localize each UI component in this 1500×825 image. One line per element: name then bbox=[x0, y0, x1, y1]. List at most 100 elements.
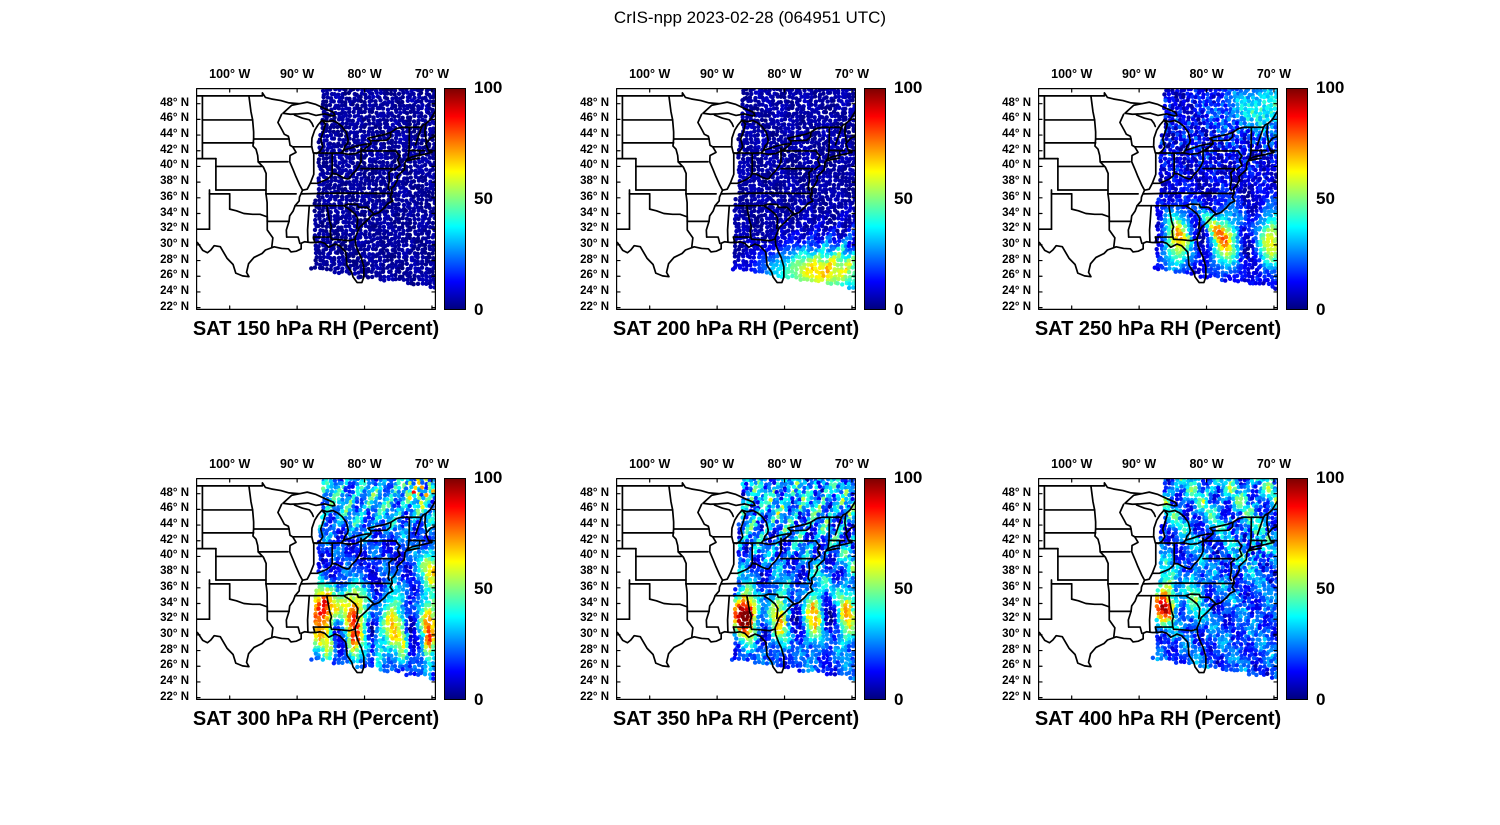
panel-caption: SAT 400 hPa RH (Percent) bbox=[1034, 708, 1282, 730]
lat-tick-label: 36° N bbox=[160, 190, 189, 203]
lat-tick-label: 40° N bbox=[160, 159, 189, 172]
colorbar-tick-label: 100 bbox=[894, 78, 923, 97]
panel-350hpa: 100° W 90° W 80° W 70° W 48° N 46° N 44° N 42° … bbox=[546, 438, 946, 748]
lon-tick-label: 90° W bbox=[700, 67, 735, 81]
lat-tick-label: 30° N bbox=[580, 627, 609, 640]
colorbar-tick-label: 50 bbox=[1316, 579, 1335, 598]
lon-tick-label: 80° W bbox=[1189, 67, 1224, 81]
colorbar-tick-label: 50 bbox=[474, 579, 493, 598]
lat-tick-label: 34° N bbox=[160, 596, 189, 609]
lat-tick-label: 24° N bbox=[1002, 674, 1031, 687]
lat-tick-label: 48° N bbox=[580, 486, 609, 499]
panel-200hpa: 100° W 90° W 80° W 70° W 48° N 46° N 44° N 42° … bbox=[546, 48, 946, 358]
lat-tick-label: 30° N bbox=[160, 237, 189, 250]
panel-400hpa: 100° W 90° W 80° W 70° W 48° N 46° N 44° N 42° … bbox=[968, 438, 1368, 748]
lat-tick-label: 44° N bbox=[160, 518, 189, 531]
lat-tick-label: 32° N bbox=[160, 612, 189, 625]
map-canvas-250 bbox=[1038, 88, 1278, 310]
colorbar bbox=[444, 88, 466, 310]
lon-tick-label: 70° W bbox=[834, 67, 870, 81]
lon-tick-label: 70° W bbox=[414, 457, 450, 471]
lat-tick-label: 38° N bbox=[1002, 175, 1031, 188]
lat-tick-label: 42° N bbox=[580, 533, 609, 546]
map-canvas-200 bbox=[616, 88, 856, 310]
lat-tick-label: 46° N bbox=[1002, 502, 1031, 515]
lat-tick-label: 32° N bbox=[1002, 222, 1031, 235]
lon-tick-label: 100° W bbox=[629, 67, 671, 81]
lon-tick-label: 100° W bbox=[209, 457, 251, 471]
lat-tick-label: 28° N bbox=[580, 253, 609, 266]
lat-tick-label: 26° N bbox=[160, 659, 189, 672]
colorbar-tick-label: 0 bbox=[474, 300, 484, 319]
lat-tick-label: 24° N bbox=[580, 284, 609, 297]
colorbar bbox=[1286, 88, 1308, 310]
colorbar bbox=[444, 478, 466, 700]
panel-250hpa: 100° W 90° W 80° W 70° W 48° N 46° N 44° N 42° … bbox=[968, 48, 1368, 358]
lon-tick-label: 70° W bbox=[1256, 457, 1292, 471]
lat-tick-label: 44° N bbox=[160, 128, 189, 141]
lat-tick-label: 46° N bbox=[1002, 112, 1031, 125]
colorbar bbox=[864, 88, 886, 310]
lat-tick-label: 40° N bbox=[1002, 159, 1031, 172]
lat-tick-label: 22° N bbox=[160, 300, 189, 313]
lat-tick-label: 48° N bbox=[160, 96, 189, 109]
lat-tick-label: 40° N bbox=[580, 549, 609, 562]
lon-tick-label: 100° W bbox=[1051, 67, 1093, 81]
panel-300hpa: 100° W 90° W 80° W 70° W 48° N 46° N 44° N 42° … bbox=[126, 438, 526, 748]
lat-tick-label: 48° N bbox=[160, 486, 189, 499]
lat-tick-label: 26° N bbox=[1002, 659, 1031, 672]
lon-tick-label: 80° W bbox=[347, 67, 382, 81]
panel-caption: SAT 200 hPa RH (Percent) bbox=[612, 318, 860, 340]
colorbar-tick-label: 0 bbox=[474, 690, 484, 709]
lat-tick-label: 42° N bbox=[160, 143, 189, 156]
map-canvas-350 bbox=[616, 478, 856, 700]
lat-tick-label: 30° N bbox=[1002, 627, 1031, 640]
lat-tick-label: 24° N bbox=[1002, 284, 1031, 297]
lat-tick-label: 22° N bbox=[1002, 690, 1031, 703]
colorbar bbox=[1286, 478, 1308, 700]
colorbar-tick-label: 0 bbox=[1316, 300, 1326, 319]
lat-tick-label: 44° N bbox=[580, 518, 609, 531]
lon-tick-label: 90° W bbox=[700, 457, 735, 471]
colorbar-tick-label: 0 bbox=[894, 300, 904, 319]
colorbar-tick-label: 50 bbox=[894, 579, 913, 598]
lat-tick-label: 22° N bbox=[580, 300, 609, 313]
lon-tick-label: 70° W bbox=[834, 457, 870, 471]
lat-tick-label: 44° N bbox=[580, 128, 609, 141]
lat-tick-label: 46° N bbox=[160, 502, 189, 515]
lon-tick-label: 100° W bbox=[629, 457, 671, 471]
lon-tick-label: 70° W bbox=[414, 67, 450, 81]
lat-tick-label: 48° N bbox=[580, 96, 609, 109]
figure-title: CrIS-npp 2023-02-28 (064951 UTC) bbox=[613, 8, 887, 27]
lat-tick-label: 28° N bbox=[160, 643, 189, 656]
lat-tick-label: 30° N bbox=[1002, 237, 1031, 250]
lat-tick-label: 40° N bbox=[580, 159, 609, 172]
lat-tick-label: 24° N bbox=[580, 674, 609, 687]
lon-tick-label: 80° W bbox=[347, 457, 382, 471]
lat-tick-label: 42° N bbox=[160, 533, 189, 546]
colorbar-tick-label: 50 bbox=[1316, 189, 1335, 208]
lat-tick-label: 42° N bbox=[580, 143, 609, 156]
lat-tick-label: 38° N bbox=[160, 565, 189, 578]
lat-tick-label: 26° N bbox=[160, 269, 189, 282]
lat-tick-label: 42° N bbox=[1002, 143, 1031, 156]
lat-tick-label: 36° N bbox=[580, 580, 609, 593]
colorbar-tick-label: 100 bbox=[1316, 468, 1345, 487]
panel-caption: SAT 250 hPa RH (Percent) bbox=[1034, 318, 1282, 340]
lat-tick-label: 22° N bbox=[1002, 300, 1031, 313]
lat-tick-label: 34° N bbox=[160, 206, 189, 219]
colorbar bbox=[864, 478, 886, 700]
colorbar-tick-label: 100 bbox=[474, 78, 503, 97]
lat-tick-label: 38° N bbox=[580, 565, 609, 578]
panel-150hpa: 100° W 90° W 80° W 70° W 48° N 46° N 44° N 42° … bbox=[126, 48, 526, 358]
lat-tick-label: 28° N bbox=[1002, 643, 1031, 656]
lon-tick-label: 90° W bbox=[1122, 67, 1157, 81]
lat-tick-label: 30° N bbox=[580, 237, 609, 250]
lon-tick-label: 80° W bbox=[767, 67, 802, 81]
lat-tick-label: 38° N bbox=[160, 175, 189, 188]
colorbar-tick-label: 50 bbox=[474, 189, 493, 208]
lat-tick-label: 42° N bbox=[1002, 533, 1031, 546]
lon-tick-label: 100° W bbox=[1051, 457, 1093, 471]
panel-caption: SAT 350 hPa RH (Percent) bbox=[612, 708, 860, 730]
